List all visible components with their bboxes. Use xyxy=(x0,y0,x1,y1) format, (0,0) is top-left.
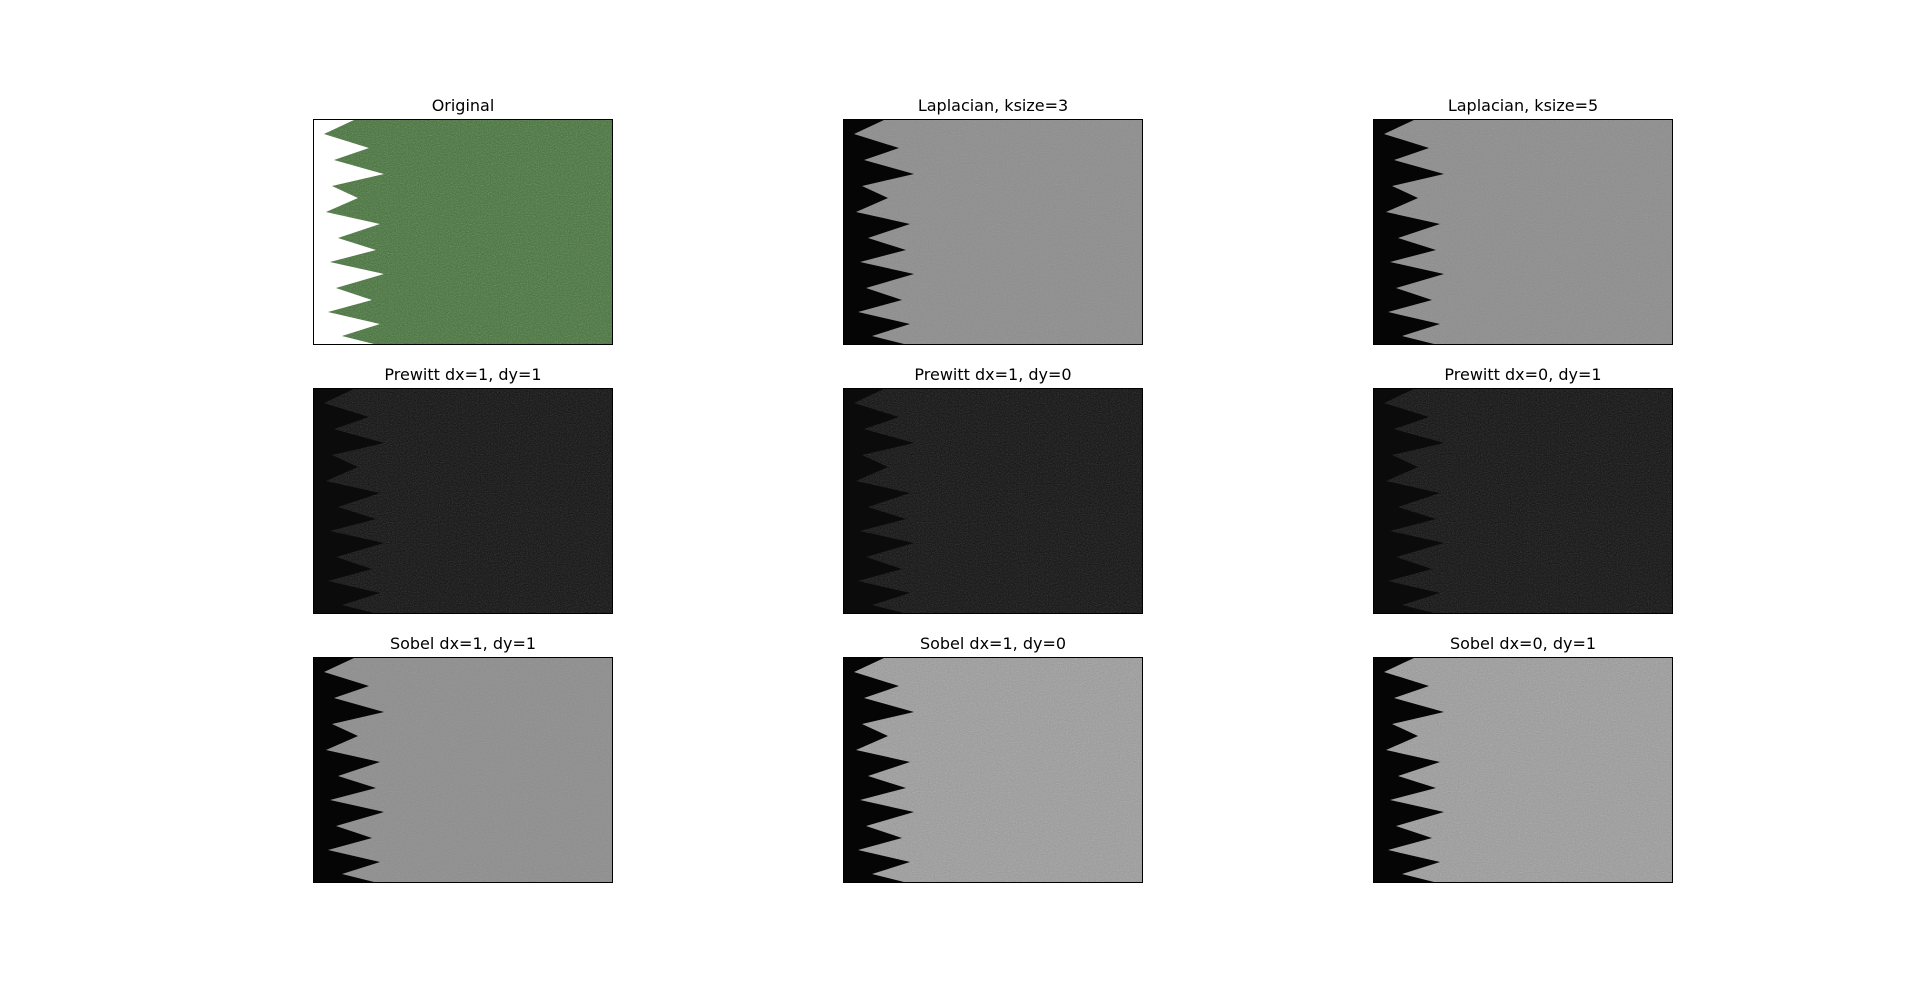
laplacian-ksize-3-pixels xyxy=(844,120,1142,344)
prewitt-dx1-dy1-pixels xyxy=(314,389,612,613)
panel-title: Prewitt dx=1, dy=0 xyxy=(914,365,1072,384)
prewitt-dx1-dy1-image xyxy=(313,388,613,614)
panel-title: Laplacian, ksize=5 xyxy=(1447,96,1599,115)
panel-title: Prewitt dx=1, dy=1 xyxy=(384,365,542,384)
laplacian-ksize-5-image xyxy=(1373,119,1673,345)
laplacian-ksize-5-pixels xyxy=(1374,120,1672,344)
panel-title: Sobel dx=1, dy=0 xyxy=(919,634,1067,653)
sobel-dx1-dy0-pixels xyxy=(844,658,1142,882)
prewitt-dx1-dy0-pixels xyxy=(844,389,1142,613)
sobel-dx1-dy1-pixels xyxy=(314,658,612,882)
sobel-dx0-dy1-image xyxy=(1373,657,1673,883)
panel-title: Original xyxy=(431,96,495,115)
sobel-dx1-dy1-image xyxy=(313,657,613,883)
panel-title: Prewitt dx=0, dy=1 xyxy=(1444,365,1602,384)
sobel-dx0-dy1-pixels xyxy=(1374,658,1672,882)
original-image xyxy=(313,119,613,345)
original-pixels xyxy=(314,120,612,344)
panel-title: Laplacian, ksize=3 xyxy=(917,96,1069,115)
laplacian-ksize-3-image xyxy=(843,119,1143,345)
prewitt-dx0-dy1-pixels xyxy=(1374,389,1672,613)
prewitt-dx1-dy0-image xyxy=(843,388,1143,614)
panel-title: Sobel dx=1, dy=1 xyxy=(389,634,537,653)
prewitt-dx0-dy1-image xyxy=(1373,388,1673,614)
sobel-dx1-dy0-image xyxy=(843,657,1143,883)
panel-title: Sobel dx=0, dy=1 xyxy=(1449,634,1597,653)
